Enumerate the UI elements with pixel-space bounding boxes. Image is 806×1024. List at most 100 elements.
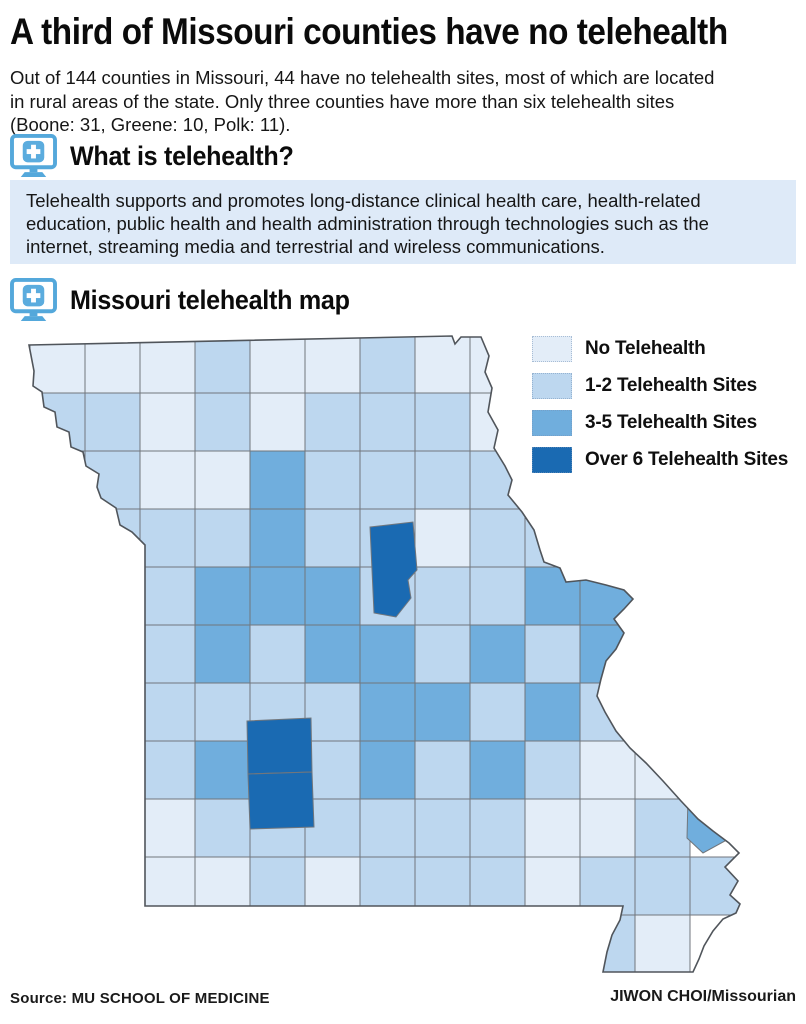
county-cell <box>304 336 361 394</box>
missouri-state-outline <box>28 335 741 973</box>
section-header-what-is-telehealth: What is telehealth? <box>10 134 310 178</box>
county-cell <box>414 740 471 800</box>
county-cell <box>524 682 581 742</box>
section-header-missouri-telehealth-map: Missouri telehealth map <box>10 278 371 322</box>
greene-county <box>247 771 315 830</box>
county-cell <box>414 624 471 684</box>
county-cell <box>359 392 416 452</box>
county-cell <box>304 508 361 568</box>
telehealth-monitor-icon <box>10 278 57 322</box>
county-cell <box>194 624 251 684</box>
county-cell <box>139 508 196 568</box>
county-cell <box>359 336 416 394</box>
county-cell <box>579 682 636 742</box>
county-cell <box>469 450 526 510</box>
legend-label: 3-5 Telehealth Sites <box>585 412 757 433</box>
page-title: A third of Missouri counties have no tel… <box>10 11 728 52</box>
intro-paragraph: Out of 144 counties in Missouri, 44 have… <box>10 67 715 136</box>
county-cell <box>84 566 141 626</box>
county-cell <box>29 450 86 510</box>
county-cell <box>249 624 306 684</box>
county-cell <box>194 798 251 858</box>
county-cell <box>304 624 361 684</box>
legend-swatch <box>532 336 572 362</box>
county-cell <box>194 682 251 742</box>
county-cell <box>579 624 636 684</box>
county-cell <box>139 450 196 510</box>
county-cell <box>469 682 526 742</box>
county-cell <box>139 336 196 394</box>
county-cell <box>194 508 251 568</box>
county-cell <box>414 336 471 394</box>
polk-county <box>246 717 313 775</box>
county-cell <box>469 798 526 858</box>
legend-label: Over 6 Telehealth Sites <box>585 449 789 470</box>
county-cell <box>304 740 361 800</box>
county-cell <box>304 450 361 510</box>
author-credit: JIWON CHOI/Missourian <box>610 988 796 1005</box>
county-cell <box>524 566 581 626</box>
legend-swatch <box>532 373 572 399</box>
county-cell <box>139 798 196 858</box>
boone-county <box>369 521 418 618</box>
county-cell <box>524 798 581 858</box>
county-cell <box>469 624 526 684</box>
county-cell <box>634 914 691 972</box>
county-cell <box>139 392 196 452</box>
county-cell <box>194 450 251 510</box>
telehealth-monitor-icon <box>10 134 57 178</box>
county-cell <box>304 566 361 626</box>
county-cell <box>84 450 141 510</box>
county-cell <box>359 682 416 742</box>
county-cell <box>249 336 306 394</box>
county-cell <box>139 682 196 742</box>
section-heading: What is telehealth? <box>70 140 294 171</box>
county-cell <box>84 392 141 452</box>
telehealth-definition-box: Telehealth supports and promotes long-di… <box>10 180 796 264</box>
county-cell <box>304 682 361 742</box>
county-cell <box>359 450 416 510</box>
legend-item-1-2-sites: 1-2 Telehealth Sites <box>532 373 802 399</box>
county-cell <box>579 740 636 800</box>
county-cell <box>249 392 306 452</box>
county-cell <box>579 566 636 626</box>
county-cell <box>524 740 581 800</box>
source-credit: Source: MU SCHOOL OF MEDICINE <box>10 990 270 1007</box>
county-cell <box>414 508 471 568</box>
county-cell <box>579 914 636 972</box>
county-cell <box>84 508 141 568</box>
county-cell <box>414 392 471 452</box>
county-cell <box>469 508 526 568</box>
legend-item-no-telehealth: No Telehealth <box>532 336 802 362</box>
legend-item-over-6-sites: Over 6 Telehealth Sites <box>532 447 802 473</box>
missouri-map-svg <box>28 335 741 973</box>
county-cell <box>304 392 361 452</box>
county-cell <box>689 856 740 916</box>
county-cell <box>139 566 196 626</box>
legend-label: No Telehealth <box>585 338 706 359</box>
county-cell <box>634 798 691 858</box>
map-legend: No Telehealth 1-2 Telehealth Sites 3-5 T… <box>532 336 802 473</box>
county-cell <box>194 392 251 452</box>
ste-genevieve-county <box>686 790 740 854</box>
county-cell <box>194 740 251 800</box>
missouri-choropleth-map <box>0 330 806 980</box>
county-cell <box>359 624 416 684</box>
county-cell <box>634 856 691 916</box>
legend-item-3-5-sites: 3-5 Telehealth Sites <box>532 410 802 436</box>
legend-swatch <box>532 447 572 473</box>
county-cell <box>414 450 471 510</box>
county-cell <box>249 450 306 510</box>
county-cell <box>469 740 526 800</box>
county-cell <box>414 682 471 742</box>
county-cell <box>634 740 691 800</box>
county-cell <box>634 682 691 742</box>
county-cell <box>139 624 196 684</box>
county-cell <box>194 566 251 626</box>
county-cell <box>524 508 581 568</box>
legend-swatch <box>532 410 572 436</box>
county-cell <box>194 336 251 394</box>
county-cell <box>469 566 526 626</box>
county-cell <box>414 798 471 858</box>
county-cell <box>139 740 196 800</box>
